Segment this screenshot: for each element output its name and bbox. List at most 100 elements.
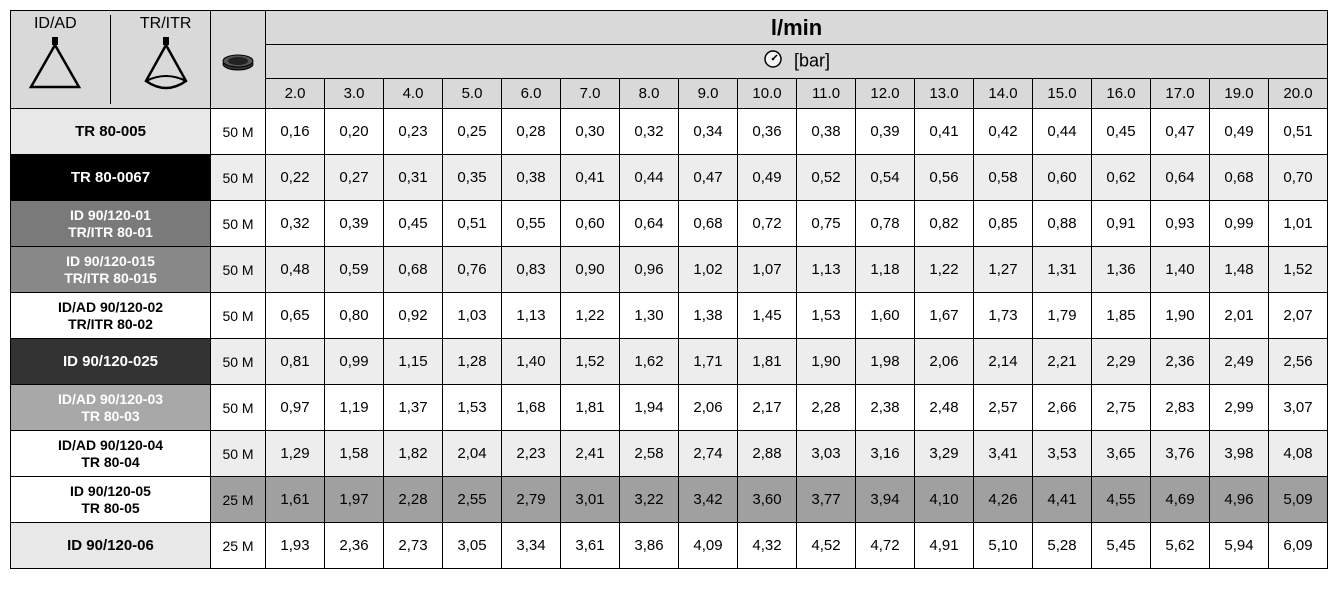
data-cell: 1,81: [738, 339, 797, 385]
data-cell: 2,28: [384, 477, 443, 523]
header-pressure: 17.0: [1151, 79, 1210, 109]
header-pressure: 5.0: [443, 79, 502, 109]
data-cell: 4,55: [1092, 477, 1151, 523]
table-row: ID/AD 90/120-04TR 80-0450 M1,291,581,822…: [11, 431, 1328, 477]
data-cell: 3,05: [443, 523, 502, 569]
data-cell: 0,47: [679, 155, 738, 201]
table-row: ID 90/120-05TR 80-0525 M1,611,972,282,55…: [11, 477, 1328, 523]
data-cell: 1,82: [384, 431, 443, 477]
gauge-icon: [763, 49, 783, 74]
data-cell: 3,76: [1151, 431, 1210, 477]
data-cell: 1,03: [443, 293, 502, 339]
header-pressure: 4.0: [384, 79, 443, 109]
data-cell: 2,41: [561, 431, 620, 477]
data-cell: 1,61: [266, 477, 325, 523]
data-cell: 0,58: [974, 155, 1033, 201]
data-cell: 0,25: [443, 109, 502, 155]
data-cell: 1,97: [325, 477, 384, 523]
data-cell: 3,98: [1210, 431, 1269, 477]
data-cell: 4,41: [1033, 477, 1092, 523]
data-cell: 0,80: [325, 293, 384, 339]
data-cell: 1,13: [797, 247, 856, 293]
data-cell: 3,22: [620, 477, 679, 523]
row-label: TR 80-005: [11, 109, 211, 155]
header-pressure: 6.0: [502, 79, 561, 109]
data-cell: 3,60: [738, 477, 797, 523]
data-cell: 0,76: [443, 247, 502, 293]
data-cell: 0,32: [620, 109, 679, 155]
data-cell: 1,40: [502, 339, 561, 385]
data-cell: 3,01: [561, 477, 620, 523]
data-cell: 0,35: [443, 155, 502, 201]
row-label: ID 90/120-05TR 80-05: [11, 477, 211, 523]
header-bar: [bar]: [266, 45, 1328, 79]
data-cell: 0,88: [1033, 201, 1092, 247]
row-mesh: 50 M: [211, 385, 266, 431]
data-cell: 0,38: [502, 155, 561, 201]
data-cell: 0,44: [620, 155, 679, 201]
data-cell: 2,58: [620, 431, 679, 477]
data-cell: 4,72: [856, 523, 915, 569]
data-cell: 0,42: [974, 109, 1033, 155]
data-cell: 0,93: [1151, 201, 1210, 247]
data-cell: 1,62: [620, 339, 679, 385]
data-cell: 0,60: [1033, 155, 1092, 201]
data-cell: 5,28: [1033, 523, 1092, 569]
data-cell: 0,39: [856, 109, 915, 155]
data-cell: 0,56: [915, 155, 974, 201]
data-cell: 0,36: [738, 109, 797, 155]
data-cell: 0,81: [266, 339, 325, 385]
data-cell: 2,04: [443, 431, 502, 477]
data-cell: 1,79: [1033, 293, 1092, 339]
data-cell: 0,30: [561, 109, 620, 155]
data-cell: 1,73: [974, 293, 1033, 339]
data-cell: 0,51: [1269, 109, 1328, 155]
data-cell: 0,75: [797, 201, 856, 247]
data-cell: 1,58: [325, 431, 384, 477]
data-cell: 0,52: [797, 155, 856, 201]
data-cell: 4,96: [1210, 477, 1269, 523]
data-cell: 1,68: [502, 385, 561, 431]
data-cell: 2,83: [1151, 385, 1210, 431]
data-cell: 3,34: [502, 523, 561, 569]
header-pressure: 8.0: [620, 79, 679, 109]
data-cell: 1,52: [1269, 247, 1328, 293]
data-cell: 0,99: [325, 339, 384, 385]
data-cell: 4,08: [1269, 431, 1328, 477]
data-cell: 1,01: [1269, 201, 1328, 247]
data-cell: 1,15: [384, 339, 443, 385]
header-pressure: 7.0: [561, 79, 620, 109]
data-cell: 1,18: [856, 247, 915, 293]
data-cell: 0,62: [1092, 155, 1151, 201]
data-cell: 1,36: [1092, 247, 1151, 293]
row-label: ID 90/120-01TR/ITR 80-01: [11, 201, 211, 247]
header-pressure: 15.0: [1033, 79, 1092, 109]
data-cell: 5,94: [1210, 523, 1269, 569]
data-cell: 3,42: [679, 477, 738, 523]
nozzle-cone-icon: [25, 33, 85, 93]
data-cell: 2,99: [1210, 385, 1269, 431]
data-cell: 0,49: [738, 155, 797, 201]
data-cell: 0,68: [679, 201, 738, 247]
data-cell: 2,55: [443, 477, 502, 523]
row-label: ID 90/120-025: [11, 339, 211, 385]
data-cell: 0,60: [561, 201, 620, 247]
data-cell: 3,29: [915, 431, 974, 477]
data-cell: 1,19: [325, 385, 384, 431]
table-row: ID/AD 90/120-03TR 80-0350 M0,971,191,371…: [11, 385, 1328, 431]
data-cell: 4,32: [738, 523, 797, 569]
data-cell: 2,75: [1092, 385, 1151, 431]
data-cell: 2,14: [974, 339, 1033, 385]
data-cell: 3,07: [1269, 385, 1328, 431]
data-cell: 0,44: [1033, 109, 1092, 155]
row-mesh: 50 M: [211, 247, 266, 293]
data-cell: 0,48: [266, 247, 325, 293]
row-mesh: 50 M: [211, 201, 266, 247]
data-cell: 2,36: [325, 523, 384, 569]
row-mesh: 50 M: [211, 293, 266, 339]
data-cell: 6,09: [1269, 523, 1328, 569]
data-cell: 4,10: [915, 477, 974, 523]
data-cell: 1,30: [620, 293, 679, 339]
data-cell: 5,10: [974, 523, 1033, 569]
label-id-ad: ID/AD: [25, 15, 85, 33]
